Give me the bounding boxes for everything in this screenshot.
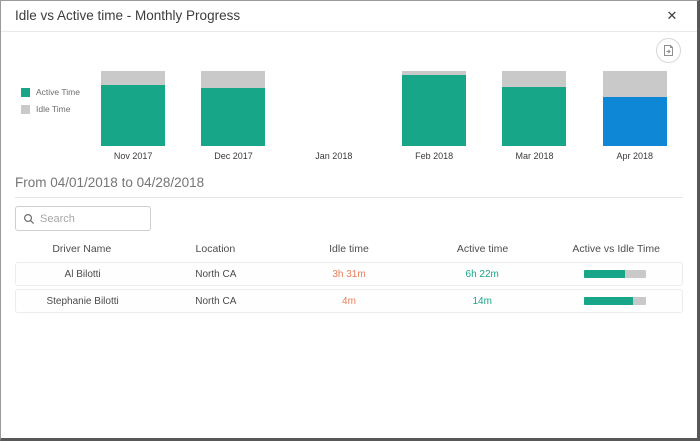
column-header-driver-name: Driver Name (52, 243, 112, 255)
section-divider (15, 197, 683, 198)
month-label: Apr 2018 (616, 151, 654, 161)
stacked-bar-apr-2018[interactable] (602, 71, 667, 146)
active-segment (201, 88, 266, 146)
idle-time-cell: 3h 31m (332, 268, 366, 280)
stacked-bar-dec-2017[interactable] (201, 71, 266, 146)
location-cell: North CA (195, 295, 237, 307)
chart-slot-feb-2018: Feb 2018 (384, 71, 484, 161)
active-fill (584, 297, 633, 305)
legend-swatch (21, 87, 30, 97)
active-segment (101, 85, 166, 146)
driver-name-cell: Stephanie Bilotti (46, 295, 119, 307)
month-label: Mar 2018 (515, 151, 554, 161)
active-fill (584, 270, 625, 278)
chart-slot-mar-2018: Mar 2018 (484, 71, 584, 161)
idle-segment (602, 71, 667, 97)
stacked-bar-mar-2018[interactable] (502, 71, 567, 146)
legend-label: Active Time (36, 87, 80, 97)
search-icon (23, 213, 35, 224)
column-header-location: Location (195, 243, 236, 255)
legend-label: Idle Time (36, 104, 71, 114)
table-row[interactable]: Al Bilotti North CA 3h 31m 6h 22m (15, 262, 683, 286)
monthly-progress-chart: Active Time Idle Time Nov 2017 Dec 2017 Jan… (1, 63, 697, 168)
active-time-cell: 6h 22m (465, 268, 499, 280)
chart-legend: Active Time Idle Time (21, 87, 80, 114)
chart-slot-apr-2018: Apr 2018 (585, 71, 685, 161)
search-input[interactable] (35, 212, 150, 225)
active-vs-idle-bar (584, 270, 647, 278)
chart-slot-jan-2018: Jan 2018 (284, 71, 384, 161)
chart-slot-nov-2017: Nov 2017 (83, 71, 183, 161)
idle-time-cell: 4m (342, 295, 356, 307)
month-label: Jan 2018 (315, 151, 353, 161)
empty-bar-slot (302, 71, 366, 146)
idle-segment (201, 71, 266, 88)
active-vs-idle-bar (584, 297, 647, 305)
close-icon[interactable]: ✕ (661, 5, 683, 27)
column-header-idle-time: Idle time (329, 243, 369, 255)
legend-item-idle-time[interactable]: Idle Time (21, 104, 80, 114)
month-label: Nov 2017 (113, 151, 153, 161)
idle-segment (101, 71, 166, 85)
active-segment (602, 97, 667, 146)
table-row[interactable]: Stephanie Bilotti North CA 4m 14m (15, 289, 683, 313)
legend-swatch (21, 104, 30, 114)
legend-item-active-time[interactable]: Active Time (21, 87, 80, 97)
stacked-bar-feb-2018[interactable] (402, 71, 467, 146)
drivers-table: Al Bilotti North CA 3h 31m 6h 22m Stephanie … (15, 262, 683, 313)
active-time-cell: 14m (472, 295, 492, 307)
export-report-icon (664, 45, 673, 56)
chart-bars: Nov 2017 Dec 2017 Jan 2018 Feb 2018 Mar 2018… (83, 71, 685, 161)
active-vs-idle-cell (549, 270, 682, 278)
month-label: Dec 2017 (214, 151, 253, 161)
page-title: Idle vs Active time - Monthly Progress (15, 8, 241, 23)
driver-name-cell: Al Bilotti (64, 268, 101, 280)
column-header-active-time: Active time (456, 243, 509, 255)
idle-segment (402, 71, 467, 75)
active-vs-idle-cell (549, 297, 682, 305)
date-range-label: From 04/01/2018 to 04/28/2018 (15, 175, 205, 190)
search-box (15, 206, 151, 231)
column-header-active-vs-idle-time: Active vs Idle Time (572, 243, 660, 255)
idle-segment (502, 71, 567, 87)
table-header-row: Driver Name Location Idle time Active time A… (15, 243, 683, 255)
stacked-bar-nov-2017[interactable] (101, 71, 166, 146)
month-label: Feb 2018 (415, 151, 454, 161)
export-chart-button[interactable] (656, 38, 681, 63)
chart-slot-dec-2017: Dec 2017 (183, 71, 283, 161)
dialog-header: Idle vs Active time - Monthly Progress ✕ (1, 1, 697, 32)
location-cell: North CA (195, 268, 237, 280)
active-segment (402, 75, 467, 146)
active-segment (502, 87, 567, 146)
